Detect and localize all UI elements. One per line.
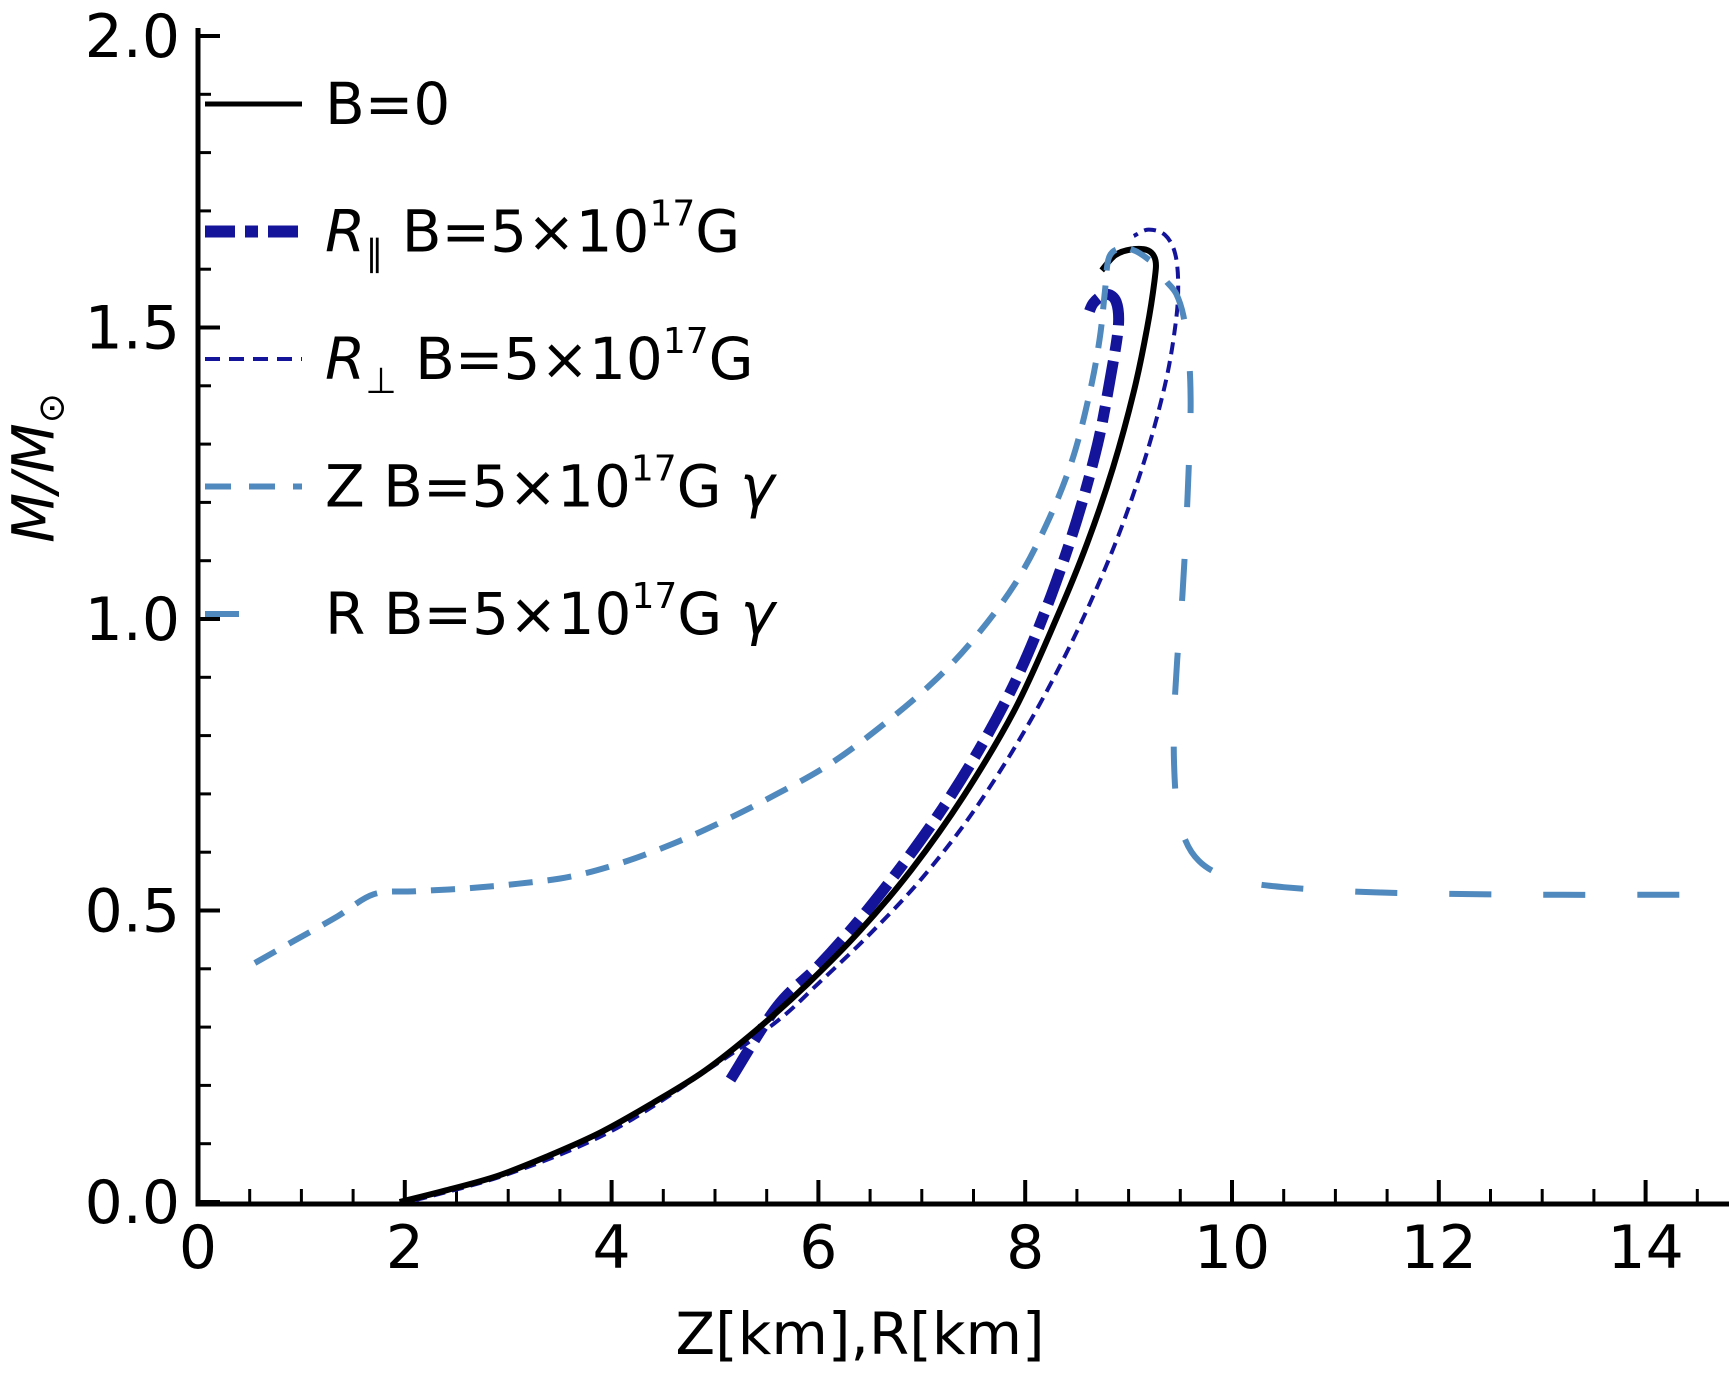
y-tick-label: 2.0	[85, 2, 180, 72]
series-B0	[398, 245, 1159, 1205]
x-tick-label: 6	[799, 1213, 837, 1283]
y-axis-ticks: 0.0 0.5 1.0 1.5 2.0	[85, 2, 220, 1238]
y-tick-label: 1.5	[85, 294, 180, 364]
series-R-parallel	[725, 288, 1125, 1083]
x-tick-label: 4	[593, 1213, 631, 1283]
y-axis-title-main: M/M	[0, 423, 68, 543]
x-axis-ticks: 0 2 4 6 8 10 12 14	[179, 1180, 1699, 1283]
legend-label-Z-gamma: Z B=5×1017G γ	[325, 449, 777, 521]
legend-item-Z-gamma: Z B=5×1017G γ	[205, 449, 777, 521]
x-tick-label: 12	[1401, 1213, 1477, 1283]
x-tick-label: 8	[1006, 1213, 1044, 1283]
legend-label-R-gamma: R B=5×1017G γ	[325, 576, 778, 648]
curves	[253, 227, 1729, 1205]
series-Z-gamma	[253, 244, 1152, 966]
x-axis-title: Z[km],R[km]	[675, 1300, 1045, 1368]
series-R-gamma	[1164, 280, 1729, 898]
legend-item-R-parallel: R∥ B=5×1017G	[205, 194, 740, 275]
legend-item-B0: B=0	[205, 70, 450, 138]
y-tick-label: 0.5	[85, 877, 180, 947]
legend-label-B0: B=0	[325, 70, 450, 138]
x-tick-label: 0	[179, 1213, 217, 1283]
legend-item-R-perp: R⊥ B=5×1017G	[205, 321, 754, 402]
y-axis-title: M/M⊙	[0, 393, 73, 543]
legend-item-R-gamma: R B=5×1017G γ	[205, 576, 778, 648]
sun-symbol: ⊙	[31, 393, 73, 424]
x-tick-label: 2	[386, 1213, 424, 1283]
x-tick-label: 14	[1607, 1213, 1683, 1283]
legend-label-R-perp: R⊥ B=5×1017G	[325, 321, 754, 402]
legend: B=0 R∥ B=5×1017G R⊥ B=5×1017G Z B=5×1017G γ…	[205, 70, 778, 648]
legend-label-R-parallel: R∥ B=5×1017G	[325, 194, 740, 275]
x-tick-label: 10	[1194, 1213, 1270, 1283]
y-tick-label: 0.0	[85, 1168, 180, 1238]
y-tick-label: 1.0	[85, 585, 180, 655]
